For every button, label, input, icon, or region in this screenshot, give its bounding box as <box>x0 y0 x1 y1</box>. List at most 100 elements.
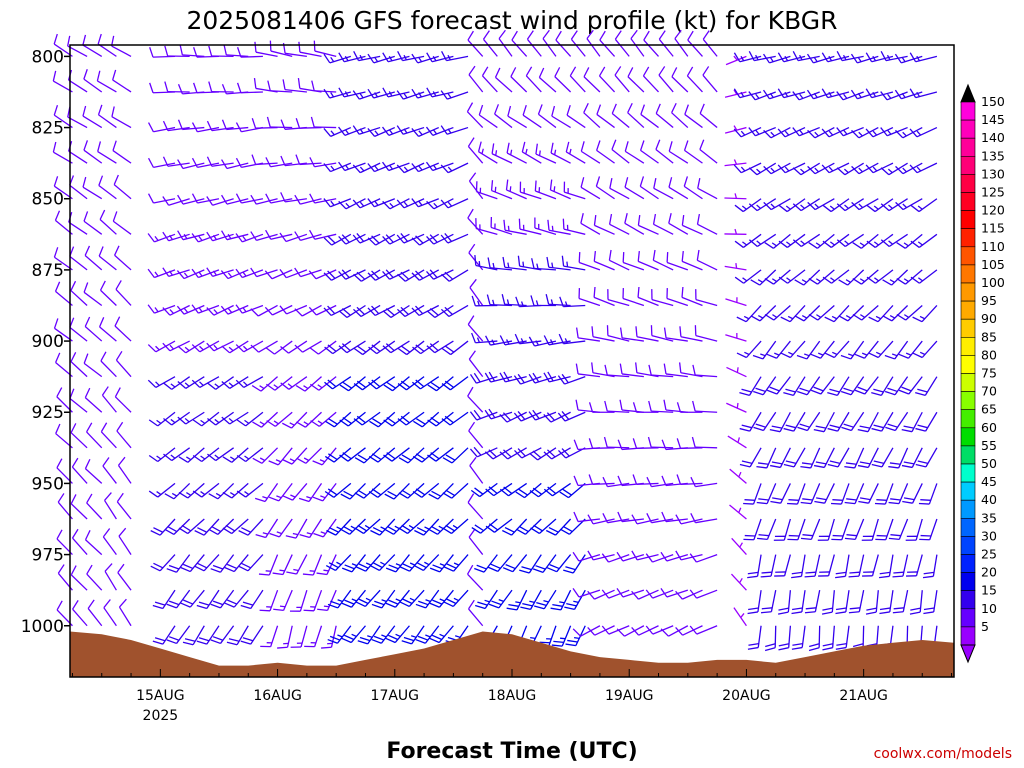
barb-shaft <box>69 184 88 200</box>
wind-barb <box>857 447 879 469</box>
barb-shaft <box>636 336 659 342</box>
barb-feather <box>338 235 347 245</box>
wind-barb <box>310 411 337 427</box>
wind-barb <box>692 364 718 378</box>
barb-shaft <box>609 223 630 235</box>
wind-barb <box>844 483 865 505</box>
barb-feather <box>778 204 788 213</box>
barb-feather <box>559 491 569 499</box>
colorbar-swatch <box>960 156 976 175</box>
barb-feather <box>821 88 829 98</box>
barb-shaft <box>611 113 630 129</box>
barb-half-feather <box>365 562 372 566</box>
wind-barb <box>778 625 792 651</box>
barb-shaft <box>258 340 278 353</box>
wind-barb <box>534 217 557 235</box>
wind-barb <box>794 305 821 322</box>
wind-barb <box>614 30 630 57</box>
barb-shaft <box>69 326 88 342</box>
barb-feather <box>254 41 257 53</box>
wind-barb <box>352 198 381 209</box>
barb-half-feather <box>770 203 776 209</box>
barb-feather <box>323 53 331 64</box>
barb-feather <box>573 439 579 450</box>
barb-feather <box>697 177 701 189</box>
barb-feather <box>327 235 336 244</box>
barb-feather <box>381 126 390 136</box>
barb-feather <box>280 192 286 203</box>
barb-shaft <box>570 38 586 57</box>
wind-barb <box>102 528 117 555</box>
wind-barb <box>369 411 396 428</box>
barb-half-feather <box>733 55 738 61</box>
barb-shaft <box>665 337 688 342</box>
wind-barb <box>220 269 249 280</box>
wind-barb <box>838 305 865 322</box>
barb-shaft <box>284 52 307 58</box>
barb-feather <box>71 528 79 539</box>
wind-barb <box>756 447 777 469</box>
barb-feather <box>466 102 474 113</box>
wind-barb <box>681 250 703 271</box>
wind-barb <box>355 589 381 608</box>
barb-feather <box>182 563 194 570</box>
wind-barb <box>640 104 659 129</box>
barb-half-feather <box>395 598 401 602</box>
barb-feather <box>593 214 597 226</box>
barb-feather <box>330 600 341 606</box>
barb-half-feather <box>916 166 922 172</box>
barb-feather <box>554 67 561 77</box>
wind-barb <box>309 376 337 391</box>
wind-barb <box>469 456 484 484</box>
wind-barb <box>367 126 396 137</box>
wind-barb <box>294 194 322 205</box>
barb-half-feather <box>756 204 762 209</box>
wind-barb <box>884 376 909 396</box>
wind-barb <box>113 174 132 200</box>
barb-feather <box>909 611 921 615</box>
barb-feather <box>258 573 270 576</box>
wind-barb <box>817 518 835 541</box>
barb-feather <box>915 392 926 396</box>
barb-shaft <box>97 43 117 57</box>
barb-feather <box>772 497 783 501</box>
wind-barb <box>557 411 586 422</box>
barb-feather <box>485 488 495 497</box>
barb-feather <box>83 282 89 293</box>
wind-barb <box>733 52 762 63</box>
barb-feather <box>235 122 242 133</box>
barb-half-feather <box>740 91 745 97</box>
barb-feather <box>895 201 904 211</box>
barb-shaft <box>100 289 117 306</box>
barb-feather <box>166 568 177 573</box>
barb-feather <box>892 611 904 614</box>
barb-feather <box>430 381 440 389</box>
barb-feather <box>324 346 334 355</box>
barb-feather <box>660 588 668 598</box>
wind-barb <box>70 351 88 378</box>
barb-feather <box>777 128 786 138</box>
barb-feather <box>354 492 365 499</box>
wind-barb <box>441 51 469 62</box>
wind-barb <box>469 446 498 458</box>
barb-feather <box>70 494 77 505</box>
barb-half-feather <box>530 636 536 640</box>
wind-barb <box>382 340 410 354</box>
barb-feather <box>220 270 229 279</box>
barb-feather <box>53 104 59 116</box>
wind-barb <box>602 513 630 524</box>
barb-shaft <box>182 162 205 170</box>
wind-barb <box>850 89 879 100</box>
barb-half-feather <box>154 235 159 241</box>
barb-feather <box>923 607 935 611</box>
wind-barb <box>83 353 103 378</box>
barb-half-feather <box>228 382 234 387</box>
wind-barb <box>884 340 909 360</box>
barb-shaft <box>592 518 615 525</box>
barb-feather <box>468 599 475 610</box>
barb-feather <box>835 646 847 650</box>
barb-feather <box>383 419 393 427</box>
barb-feather <box>760 575 772 578</box>
wind-barb <box>511 30 528 57</box>
barb-feather <box>316 572 328 576</box>
